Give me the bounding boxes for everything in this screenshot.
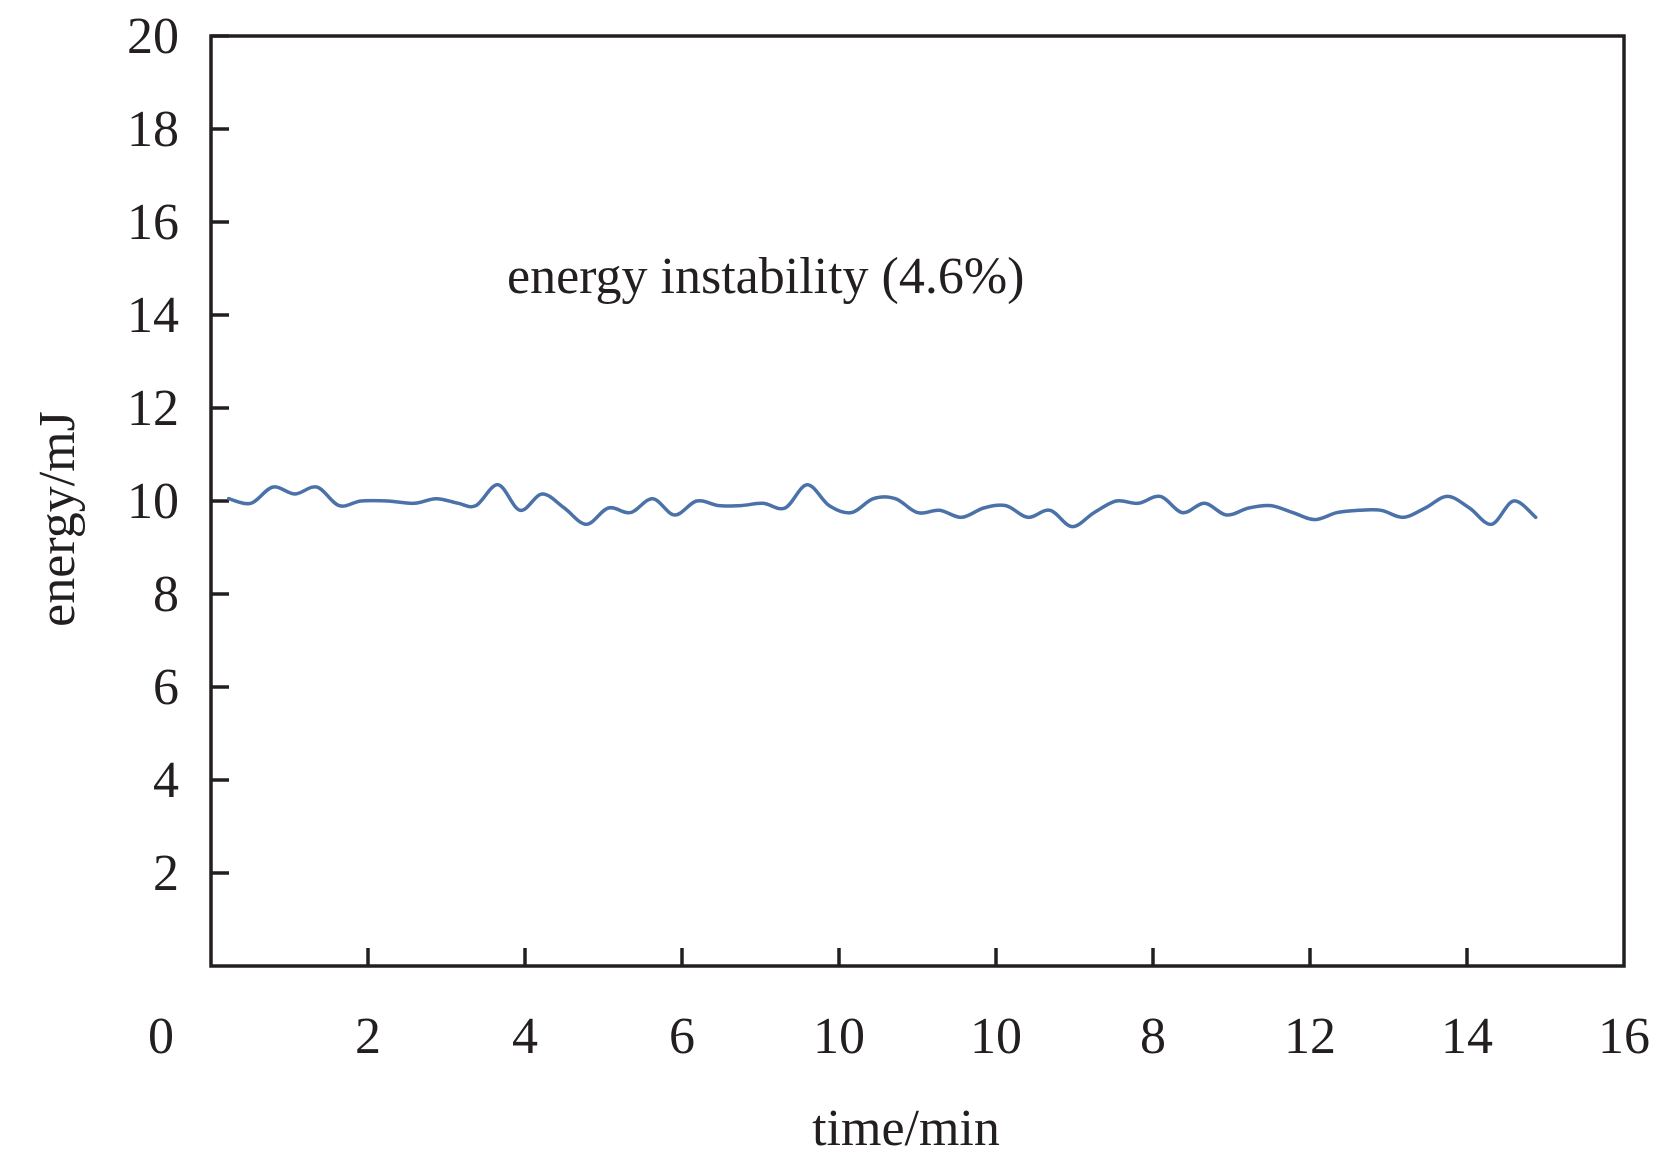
x-axis-title: time/min — [812, 1100, 1000, 1157]
x-axis-tick-labels: 0 2 4 6 10 10 8 12 14 16 — [148, 1008, 1650, 1065]
y-tick-label: 6 — [153, 659, 179, 716]
x-tick-label: 16 — [1598, 1008, 1650, 1065]
x-tick-label: 2 — [355, 1008, 381, 1065]
x-tick-label: 10 — [970, 1008, 1022, 1065]
y-tick-label: 18 — [127, 101, 179, 158]
x-tick-label: 4 — [512, 1008, 538, 1065]
y-tick-label: 4 — [153, 752, 179, 809]
x-tick-label: 8 — [1140, 1008, 1166, 1065]
y-tick-label: 10 — [127, 473, 179, 530]
y-tick-label: 14 — [127, 287, 179, 344]
x-axis-ticks — [366, 948, 1469, 966]
x-tick-label: 6 — [669, 1008, 695, 1065]
y-tick-label: 20 — [127, 8, 179, 65]
x-tick-label: 10 — [813, 1008, 865, 1065]
series-line — [226, 482, 1538, 529]
x-tick-label: 14 — [1441, 1008, 1493, 1065]
series-layer — [226, 482, 1538, 529]
x-tick-label: 0 — [148, 1008, 174, 1065]
annotation-label: energy instability (4.6%) — [507, 248, 1025, 305]
y-tick-label: 8 — [153, 566, 179, 623]
y-axis-title: energy/mJ — [29, 411, 86, 627]
y-tick-label: 2 — [153, 845, 179, 902]
y-axis-tick-labels: 2 4 6 8 10 12 14 16 18 20 — [127, 8, 179, 902]
y-tick-label: 16 — [127, 194, 179, 251]
x-tick-label: 12 — [1284, 1008, 1336, 1065]
y-tick-label: 12 — [127, 380, 179, 437]
y-axis-ticks — [211, 34, 229, 875]
